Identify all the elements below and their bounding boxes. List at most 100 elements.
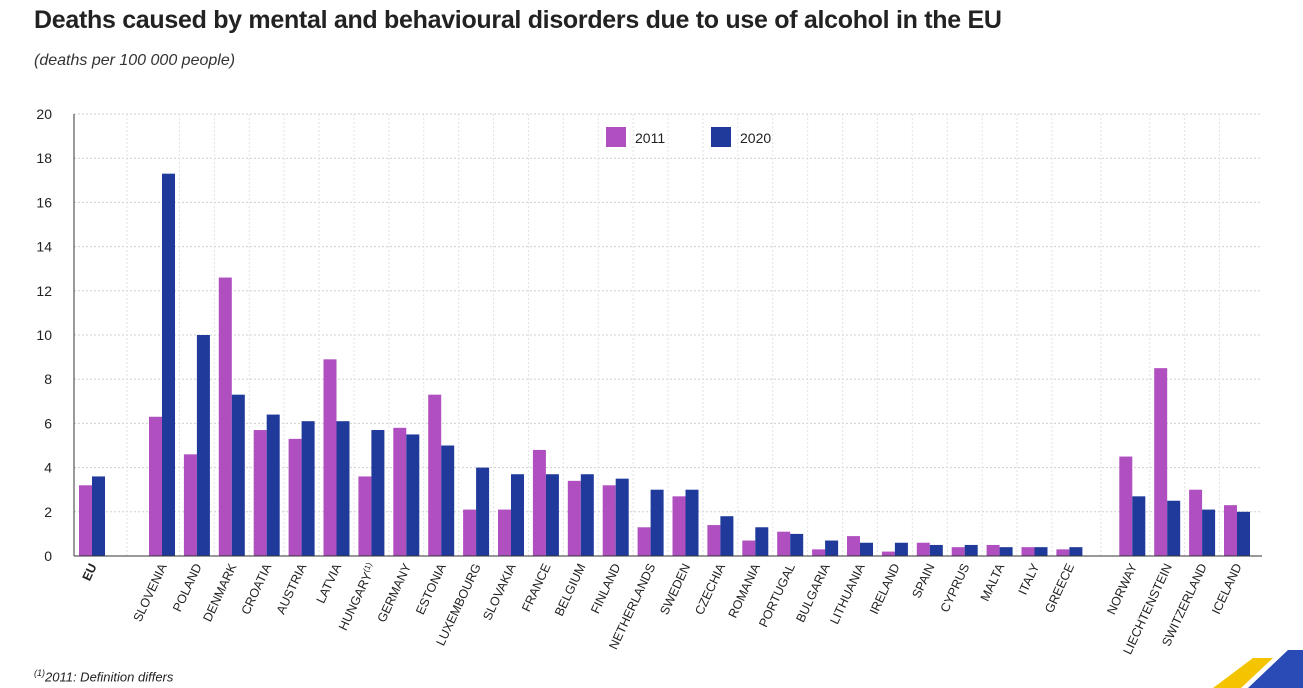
bar-2020-slovenia	[162, 173, 175, 557]
bar-2011-malta	[986, 544, 1000, 556]
x-tick-label: CYPRUS	[938, 561, 973, 614]
bar-2011-slovenia	[149, 416, 162, 556]
y-tick-label: 0	[44, 548, 52, 564]
bar-2020-spain	[929, 544, 943, 556]
bar-2011-romania	[742, 540, 756, 556]
x-tick-label: LITHUANIA	[827, 561, 868, 627]
bar-2011-poland	[183, 454, 197, 556]
bar-2020-liechtenstein	[1167, 500, 1181, 556]
bar-2020-finland	[615, 478, 629, 556]
legend-swatch-2020	[711, 127, 731, 147]
y-tick-label: 10	[36, 327, 52, 343]
x-tick-label: FRANCE	[519, 561, 553, 614]
bar-2020-ireland	[894, 542, 908, 556]
footnote: (1)2011: Definition differs	[34, 668, 173, 684]
bar-2020-estonia	[441, 445, 455, 556]
x-tick-label: MALTA	[978, 561, 1008, 604]
bar-2020-slovakia	[511, 474, 524, 556]
bar-2020-luxembourg	[476, 467, 490, 556]
bar-2011-finland	[602, 485, 616, 556]
legend-label-2011: 2011	[635, 130, 665, 146]
legend: 2011 2020	[606, 127, 771, 147]
bar-2011-estonia	[428, 394, 442, 556]
x-tick-label: IRELAND	[867, 561, 903, 616]
x-tick-label: SPAIN	[909, 561, 937, 600]
x-tick-label: DENMARK	[200, 561, 239, 624]
bar-2011-liechtenstein	[1154, 368, 1168, 556]
bar-2020-denmark	[231, 394, 245, 556]
x-tick-label: ITALY	[1016, 561, 1043, 597]
bar-2020-sweden	[685, 489, 699, 556]
x-tick-label: EU	[80, 561, 100, 583]
y-tick-label: 14	[36, 239, 52, 255]
y-tick-label: 16	[36, 194, 52, 210]
bar-2011-greece	[1056, 549, 1070, 556]
x-tick-label: AUSTRIA	[274, 561, 310, 617]
y-tick-label: 6	[44, 415, 52, 431]
bar-2011-croatia	[253, 430, 267, 556]
bar-2011-italy	[1021, 547, 1035, 556]
x-tick-label: LATVIA	[314, 561, 345, 606]
bar-2011-luxembourg	[463, 509, 477, 556]
bar-2011-iceland	[1224, 505, 1237, 556]
bar-2011-switzerland	[1189, 489, 1203, 556]
bar-2020-belgium	[580, 474, 594, 556]
bar-2011-sweden	[672, 496, 686, 556]
y-tick-label: 4	[44, 460, 52, 476]
bar-2020-croatia	[266, 414, 280, 556]
bar-2020-norway	[1132, 496, 1146, 556]
x-tick-label: ICELAND	[1209, 561, 1245, 616]
bar-2011-hungary-1-	[358, 476, 372, 556]
bar-2011-ireland	[881, 551, 895, 556]
x-tick-label: CROATIA	[239, 561, 275, 617]
bar-2011-cyprus	[951, 547, 965, 556]
bar-2020-hungary-1-	[371, 430, 385, 556]
bar-2020-poland	[196, 335, 210, 556]
bar-2020-czechia	[720, 516, 734, 556]
bar-2020-iceland	[1237, 511, 1250, 556]
bar-2020-eu	[92, 476, 105, 556]
y-tick-label: 20	[36, 106, 52, 122]
x-tick-label: SLOVENIA	[131, 561, 170, 624]
legend-swatch-2011	[606, 127, 626, 147]
x-tick-label: BELGIUM	[552, 561, 588, 618]
bar-2011-spain	[916, 542, 930, 556]
x-tick-label: SWEDEN	[657, 561, 693, 617]
x-tick-label: SLOVAKIA	[480, 561, 519, 623]
bar-2020-austria	[301, 421, 315, 556]
bar-2020-malta	[999, 547, 1013, 556]
grid-layer	[74, 113, 1262, 556]
bar-2011-germany	[393, 427, 407, 556]
bar-2020-cyprus	[964, 544, 978, 556]
bar-2020-italy	[1034, 547, 1048, 556]
bar-2011-norway	[1119, 456, 1133, 556]
chart-subtitle: (deaths per 100 000 people)	[34, 52, 236, 69]
y-tick-label: 12	[36, 283, 52, 299]
x-tick-label: GREECE	[1042, 561, 1077, 615]
legend-label-2020: 2020	[740, 130, 771, 146]
x-tick-label: PORTUGAL	[756, 561, 798, 629]
bar-2011-portugal	[777, 531, 791, 556]
bar-2011-bulgaria	[812, 549, 826, 556]
eurostat-logo	[1213, 650, 1303, 688]
chart-title: Deaths caused by mental and behavioural …	[34, 6, 1002, 34]
x-tick-label: FINLAND	[588, 561, 623, 615]
footnote-marker: (1)	[34, 668, 45, 678]
bar-2020-lithuania	[860, 542, 873, 556]
bar-2011-france	[532, 449, 546, 556]
bar-2011-lithuania	[847, 536, 860, 556]
x-tick-label: ESTONIA	[413, 561, 449, 617]
bar-2011-slovakia	[498, 509, 511, 556]
x-tick-label: ROMANIA	[726, 561, 764, 620]
x-tick-label: POLAND	[170, 561, 204, 614]
bar-2011-belgium	[567, 480, 581, 556]
bar-2011-czechia	[707, 525, 721, 556]
bar-2020-latvia	[336, 421, 350, 556]
bar-2020-portugal	[790, 533, 804, 556]
x-tick-label: NORWAY	[1104, 561, 1140, 617]
y-tick-label: 18	[36, 150, 52, 166]
footnote-text: 2011: Definition differs	[45, 669, 174, 685]
bar-layer	[79, 173, 1250, 557]
bar-2011-eu	[79, 485, 92, 556]
bar-2020-germany	[406, 434, 420, 556]
